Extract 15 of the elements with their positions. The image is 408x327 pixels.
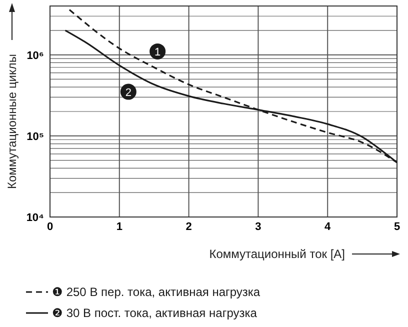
x-tick-label: 4 <box>324 221 332 233</box>
x-tick-label: 1 <box>116 221 122 233</box>
x-tick-label: 2 <box>186 221 192 233</box>
y-axis-title: Коммутационные циклы <box>5 54 19 190</box>
y-tick-label: 10⁴ <box>26 212 44 224</box>
legend-label: ❷ 30 В пост. тока, активная нагрузка <box>52 306 258 320</box>
y-tick-label: 10⁶ <box>26 50 44 62</box>
legend-label: ❶ 250 В пер. тока, активная нагрузка <box>52 285 260 299</box>
x-tick-label: 3 <box>255 221 262 233</box>
x-tick-label: 5 <box>394 221 400 233</box>
x-tick-label: 0 <box>46 221 54 233</box>
x-axis-title: Коммутационный ток [A] <box>209 247 345 261</box>
annotation: 2 <box>125 86 132 99</box>
y-tick-label: 10⁵ <box>26 130 44 143</box>
annotation: 1 <box>154 46 161 58</box>
